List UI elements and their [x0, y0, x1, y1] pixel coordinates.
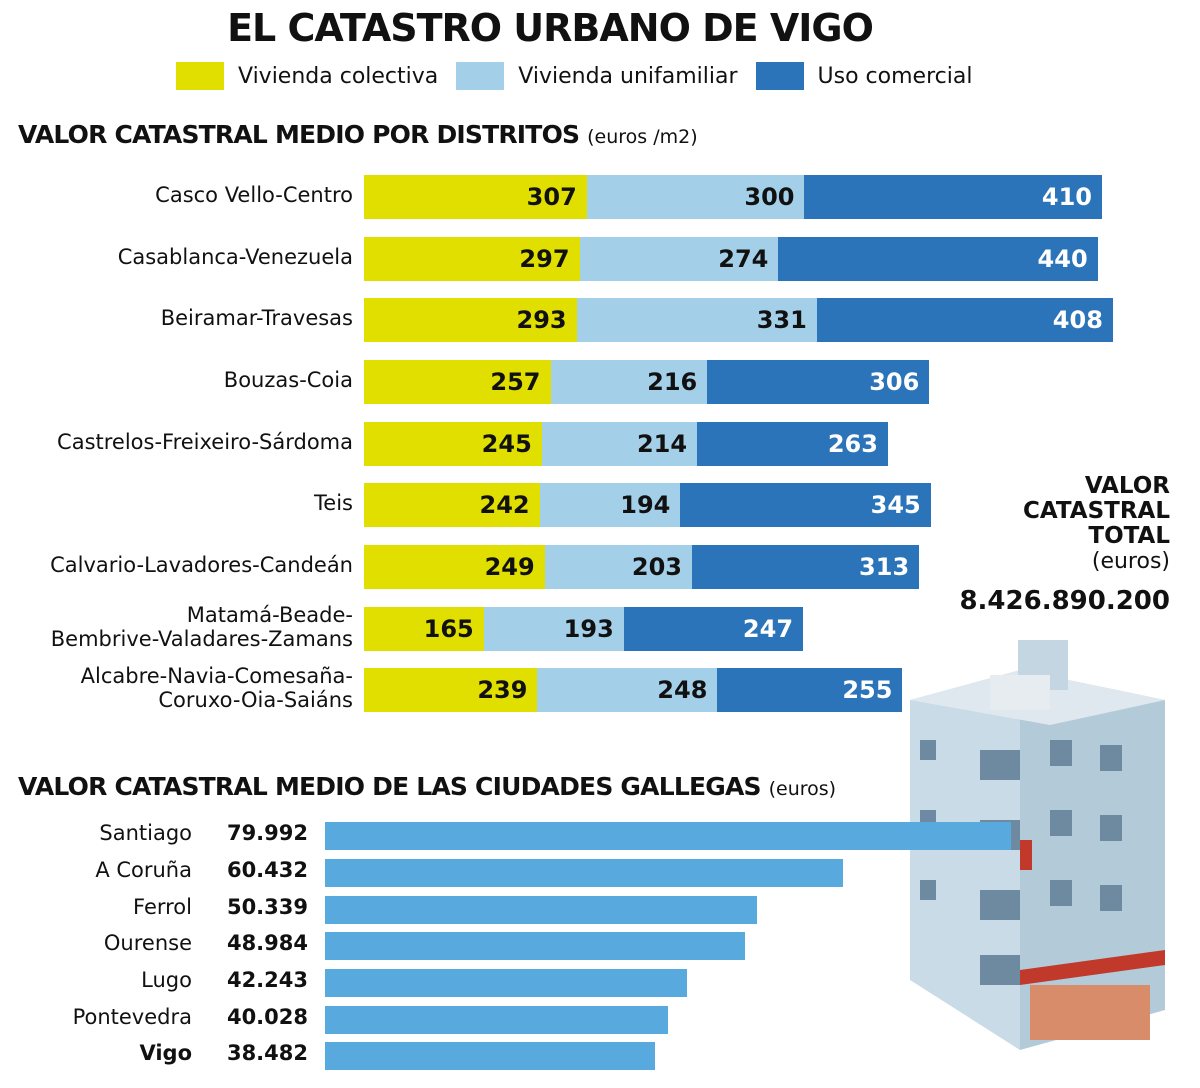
bar-segment-comercial: 410	[804, 175, 1103, 219]
bar-segment-colectiva: 239	[364, 668, 538, 712]
city-value-label: 48.984	[226, 931, 308, 955]
city-bar	[325, 859, 844, 887]
districts-title: VALOR CATASTRAL MEDIO POR DISTRITOS (eur…	[18, 120, 698, 149]
city-label: Ourense	[103, 931, 192, 955]
total-label-2: CATASTRAL	[1022, 498, 1170, 524]
bar-segment-comercial: 263	[697, 422, 888, 466]
total-label-1: VALOR	[1084, 473, 1170, 499]
page-title: EL CATASTRO URBANO DE VIGO	[227, 6, 874, 50]
districts-title-text: VALOR CATASTRAL MEDIO POR DISTRITOS	[18, 120, 580, 149]
bar-segment-unifamiliar: 274	[579, 237, 779, 281]
city-label: Vigo	[139, 1041, 192, 1065]
district-label: Alcabre-Navia-Comesaña- Coruxo-Oia-Saián…	[80, 664, 353, 712]
total-value: 8.426.890.200	[959, 586, 1170, 616]
city-bar	[325, 822, 1011, 850]
district-label: Bouzas-Coia	[223, 368, 353, 392]
bar-segment-comercial: 440	[778, 237, 1098, 281]
bar-segment-comercial: 247	[623, 607, 804, 651]
bar-segment-colectiva: 293	[364, 298, 577, 342]
city-label: Lugo	[141, 968, 192, 992]
legend-swatch	[176, 62, 224, 90]
total-label-3: TOTAL	[1088, 523, 1170, 549]
legend-item-colectiva: Vivienda colectiva	[176, 62, 438, 90]
city-bar	[325, 932, 746, 960]
bar-segment-colectiva: 249	[364, 545, 545, 589]
district-label: Casablanca-Venezuela	[117, 245, 353, 269]
bar-segment-colectiva: 242	[364, 483, 540, 527]
bar-segment-colectiva: 245	[364, 422, 542, 466]
total-value-block: VALOR CATASTRAL TOTAL (euros) 8.426.890.…	[959, 473, 1170, 617]
city-value-label: 50.339	[226, 895, 308, 919]
bar-segment-comercial: 408	[816, 298, 1113, 342]
city-value-label: 60.432	[226, 858, 308, 882]
legend-swatch	[456, 62, 505, 90]
district-label: Beiramar-Travesas	[160, 306, 353, 330]
district-label: Matamá-Beade- Bembrive-Valadares-Zamans	[50, 603, 353, 651]
bar-segment-unifamiliar: 214	[541, 422, 698, 466]
bar-segment-comercial: 255	[717, 668, 903, 712]
bar-segment-colectiva: 257	[364, 360, 551, 404]
city-bar	[325, 969, 688, 997]
bar-segment-unifamiliar: 248	[537, 668, 718, 712]
bar-segment-comercial: 306	[707, 360, 930, 404]
legend-label: Uso comercial	[817, 63, 973, 89]
legend-swatch	[755, 62, 804, 90]
legend-item-comercial: Uso comercial	[755, 62, 973, 90]
cities-unit: (euros)	[768, 778, 837, 800]
city-bar	[325, 1042, 655, 1070]
city-label: Pontevedra	[72, 1005, 192, 1029]
bar-segment-unifamiliar: 193	[483, 607, 624, 651]
bar-segment-comercial: 345	[680, 483, 931, 527]
city-value-label: 42.243	[226, 968, 308, 992]
total-unit: (euros)	[1091, 549, 1170, 574]
cities-title: VALOR CATASTRAL MEDIO DE LAS CIUDADES GA…	[18, 772, 836, 801]
legend-item-unifamiliar: Vivienda unifamiliar	[456, 62, 738, 90]
bar-segment-colectiva: 307	[364, 175, 587, 219]
legend: Vivienda colectiva Vivienda unifamiliar …	[176, 62, 990, 90]
city-value-label: 79.992	[226, 821, 308, 845]
bar-segment-unifamiliar: 203	[544, 545, 692, 589]
legend-label: Vivienda unifamiliar	[518, 63, 738, 89]
bar-segment-unifamiliar: 194	[539, 483, 681, 527]
bar-segment-comercial: 313	[692, 545, 920, 589]
bar-segment-colectiva: 165	[364, 607, 484, 651]
bar-segment-unifamiliar: 331	[576, 298, 817, 342]
building-illustration	[910, 640, 1165, 1050]
legend-label: Vivienda colectiva	[238, 63, 439, 89]
city-bar	[325, 896, 757, 924]
district-label: Calvario-Lavadores-Candeán	[50, 553, 353, 577]
district-label: Teis	[314, 491, 353, 515]
city-value-label: 40.028	[226, 1005, 308, 1029]
bar-segment-unifamiliar: 300	[586, 175, 805, 219]
cities-title-text: VALOR CATASTRAL MEDIO DE LAS CIUDADES GA…	[18, 772, 762, 801]
city-label: Santiago	[99, 821, 192, 845]
city-value-label: 38.482	[226, 1041, 308, 1065]
bar-segment-colectiva: 297	[364, 237, 580, 281]
district-label: Castrelos-Freixeiro-Sárdoma	[57, 430, 353, 454]
districts-unit: (euros /m2)	[587, 126, 698, 148]
city-label: Ferrol	[133, 895, 192, 919]
city-label: A Coruña	[95, 858, 192, 882]
bar-segment-unifamiliar: 216	[550, 360, 708, 404]
city-bar	[325, 1006, 669, 1034]
district-label: Casco Vello-Centro	[155, 183, 353, 207]
